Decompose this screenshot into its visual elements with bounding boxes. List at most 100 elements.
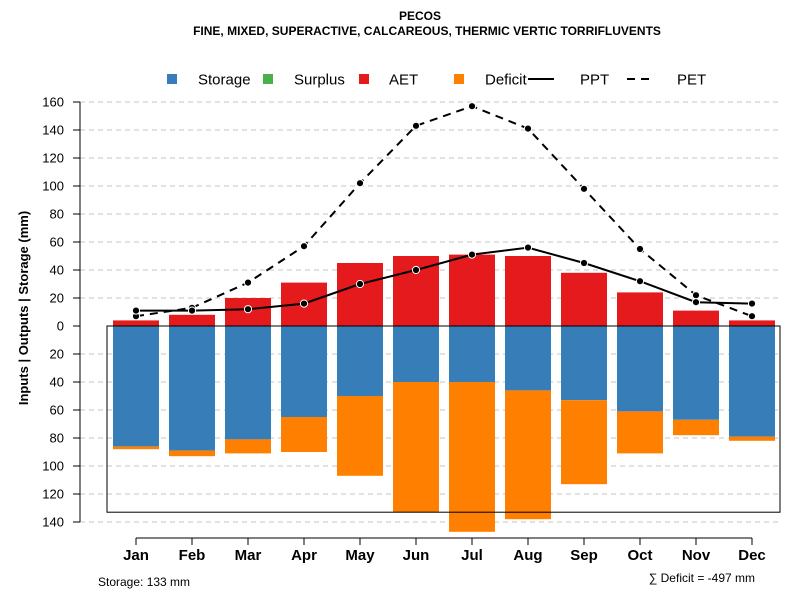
deficit-bar [505, 390, 551, 520]
storage-bar [281, 326, 327, 417]
ppt-point [635, 277, 645, 286]
aet-bar [673, 310, 719, 326]
aet-bar [729, 320, 775, 326]
y-tick-label: 160 [42, 95, 64, 110]
pet-point [523, 124, 533, 133]
deficit-bar [169, 450, 215, 457]
deficit-bar [337, 396, 383, 476]
pet-legend-label: PET [677, 72, 706, 89]
ppt-line [136, 246, 753, 312]
storage-legend-swatch [167, 74, 177, 84]
deficit-bar [225, 439, 271, 454]
surplus-legend-swatch [263, 74, 273, 84]
aet-bar [449, 254, 495, 326]
storage-bar [561, 326, 607, 401]
storage-bar [449, 326, 495, 382]
ppt-point [243, 305, 253, 314]
pet-point [299, 242, 309, 251]
y-tick-label: 140 [42, 123, 64, 138]
x-tick-label: Nov [682, 547, 711, 564]
pet-point [747, 312, 757, 321]
aet-bar [617, 292, 663, 326]
y-axis: 160 140 120 100 80 60 40 20 0 20 40 60 80 100 120 140 [42, 95, 81, 530]
y-tick-label: 40 [50, 263, 64, 278]
ppt-point [187, 306, 197, 315]
storage-bar [169, 326, 215, 451]
deficit-legend-swatch [454, 74, 464, 84]
pet-point [355, 179, 365, 188]
lines [131, 102, 757, 321]
ppt-point [691, 298, 701, 307]
pet-point [635, 244, 645, 254]
pet-point [411, 121, 421, 130]
aet-bar [169, 314, 215, 326]
x-tick-label: Mar [235, 547, 262, 564]
storage-legend-label: Storage [198, 72, 251, 89]
deficit-legend-label: Deficit [485, 72, 528, 89]
deficit-bar [729, 436, 775, 441]
storage-bar [225, 326, 271, 440]
storage-bar [505, 326, 551, 391]
y-tick-label: 100 [42, 179, 64, 194]
y-tick-label: 140 [42, 515, 64, 530]
y-tick-label: 20 [50, 347, 64, 362]
storage-footer: Storage: 133 mm [98, 575, 190, 589]
surplus-legend-label: Surplus [294, 72, 345, 89]
aet-legend-swatch [359, 74, 369, 84]
storage-bar [673, 326, 719, 420]
x-tick-label: Jun [403, 547, 430, 564]
aet-bar [561, 272, 607, 326]
chart-title: PECOS [399, 9, 441, 23]
x-tick-label: Sep [570, 547, 598, 564]
y-tick-label: 80 [50, 207, 64, 222]
x-tick-label: Dec [738, 547, 766, 564]
legend: Storage Surplus AET Deficit PPT PET [167, 72, 706, 89]
pet-point [691, 291, 701, 300]
chart-subtitle: FINE, MIXED, SUPERACTIVE, CALCAREOUS, TH… [193, 24, 661, 38]
deficit-bar [617, 411, 663, 454]
y-tick-label: 120 [42, 151, 64, 166]
y-tick-label: 40 [50, 375, 64, 390]
ppt-point [467, 250, 477, 259]
deficit-bar [393, 382, 439, 513]
y-tick-label: 120 [42, 487, 64, 502]
ppt-legend-label: PPT [580, 72, 609, 89]
deficit-footer: ∑ Deficit = -497 mm [649, 571, 755, 585]
x-tick-label: Aug [513, 547, 542, 564]
deficit-bar [561, 400, 607, 485]
y-tick-label: 60 [50, 235, 64, 250]
x-tick-label: May [345, 547, 375, 564]
y-tick-label: 80 [50, 431, 64, 446]
aet-bar [337, 263, 383, 326]
ppt-point [131, 306, 141, 315]
storage-bar [337, 326, 383, 396]
deficit-bar [449, 382, 495, 532]
aet-legend-label: AET [389, 72, 418, 89]
ppt-point [299, 299, 309, 308]
x-axis: Jan Feb Mar Apr May Jun Jul Aug Sep Oct Nov Dec [123, 537, 766, 564]
ppt-point [579, 258, 589, 268]
x-tick-label: Feb [179, 547, 206, 564]
pet-point [467, 102, 477, 111]
storage-bar [393, 326, 439, 382]
x-tick-label: Jul [461, 547, 483, 564]
y-tick-label: 20 [50, 291, 64, 306]
bars [113, 254, 775, 532]
pet-line [135, 105, 753, 318]
storage-bar [113, 326, 159, 447]
ppt-point [523, 243, 533, 252]
y-tick-label: 60 [50, 403, 64, 418]
storage-bar [729, 326, 775, 437]
aet-bar [113, 320, 159, 326]
deficit-bar [281, 417, 327, 452]
y-axis-label: Inputs | Outputs | Storage (mm) [16, 211, 31, 405]
ppt-point [747, 299, 757, 308]
ppt-point [411, 265, 421, 275]
y-tick-label: 0 [57, 319, 64, 334]
x-tick-label: Apr [291, 547, 317, 564]
deficit-bar [113, 446, 159, 450]
pet-point [579, 184, 589, 193]
ppt-point [355, 279, 365, 289]
storage-bar [617, 326, 663, 412]
